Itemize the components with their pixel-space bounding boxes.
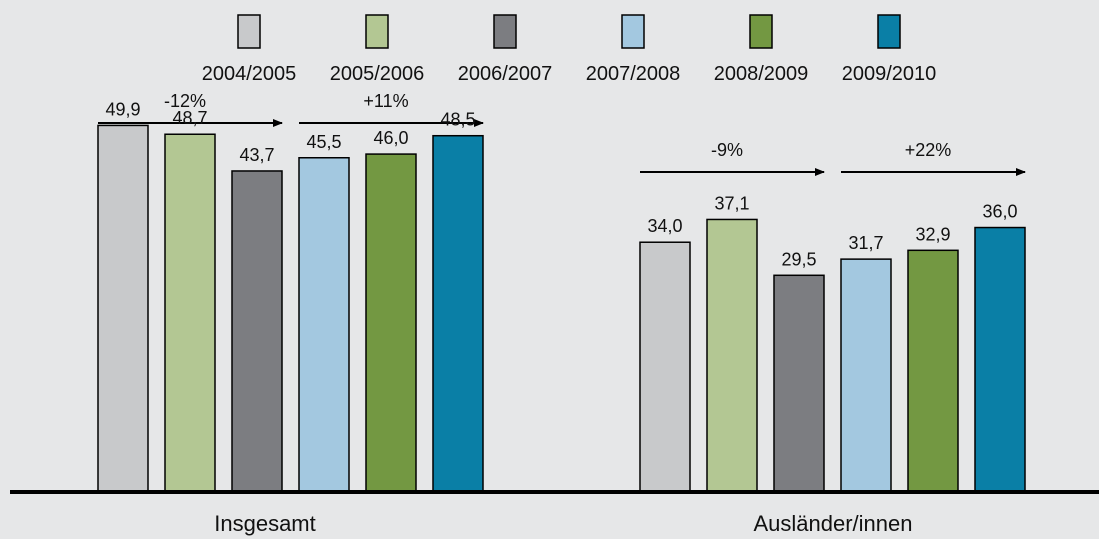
legend-swatch-2006/2007 xyxy=(493,14,517,49)
legend: 2004/2005 2005/2006 2006/2007 2007/2008 2008… xyxy=(202,14,937,85)
category-label-Ausländer/innen: Ausländer/innen xyxy=(753,511,912,536)
category-labels: Insgesamt Ausländer/innen xyxy=(214,511,912,536)
value-label-2006/2007-Insgesamt: 43,7 xyxy=(239,145,274,165)
bar-2005/2006-Ausländer/innen xyxy=(706,218,758,493)
legend-label-2004/2005: 2004/2005 xyxy=(202,63,297,85)
legend-swatch-2004/2005 xyxy=(237,14,261,49)
legend-label-2007/2008: 2007/2008 xyxy=(586,63,681,85)
value-label-2005/2006-Ausländer/innen: 37,1 xyxy=(714,193,749,213)
category-label-Insgesamt: Insgesamt xyxy=(214,511,316,536)
bar-2005/2006-Insgesamt xyxy=(164,133,216,493)
bar-2008/2009-Insgesamt xyxy=(365,153,417,493)
change-label-2: -9% xyxy=(711,140,743,160)
value-label-2005/2006-Insgesamt: 48,7 xyxy=(172,108,207,128)
legend-swatch-2005/2006 xyxy=(365,14,389,49)
bar-2004/2005-Ausländer/innen xyxy=(639,241,691,493)
legend-swatch-2008/2009 xyxy=(749,14,773,49)
change-annotations: -12% +11% -9% +22% xyxy=(98,91,1026,176)
legend-label-2008/2009: 2008/2009 xyxy=(714,63,809,85)
legend-swatch-2009/2010 xyxy=(877,14,901,49)
change-label-0: -12% xyxy=(164,91,206,111)
value-label-2004/2005-Ausländer/innen: 34,0 xyxy=(647,216,682,236)
legend-label-2005/2006: 2005/2006 xyxy=(330,63,425,85)
legend-swatch-2007/2008 xyxy=(621,14,645,49)
value-label-2008/2009-Insgesamt: 46,0 xyxy=(373,128,408,148)
value-label-2007/2008-Insgesamt: 45,5 xyxy=(306,132,341,152)
bar-2007/2008-Ausländer/innen xyxy=(840,258,892,493)
bar-2004/2005-Insgesamt xyxy=(97,124,149,493)
change-label-3: +22% xyxy=(905,140,952,160)
change-label-1: +11% xyxy=(363,91,408,111)
bar-2009/2010-Insgesamt xyxy=(432,134,484,493)
value-label-2009/2010-Insgesamt: 48,5 xyxy=(440,110,475,130)
value-label-2004/2005-Insgesamt: 49,9 xyxy=(105,99,140,119)
bar-2008/2009-Ausländer/innen xyxy=(907,249,959,493)
bars: 49,9 48,7 43,7 45,5 46,0 48,5 34,0 37,1 29,5 31,7… xyxy=(97,99,1026,493)
bar-2006/2007-Insgesamt xyxy=(231,170,283,493)
legend-label-2009/2010: 2009/2010 xyxy=(842,63,937,85)
bar-2006/2007-Ausländer/innen xyxy=(773,274,825,493)
value-label-2007/2008-Ausländer/innen: 31,7 xyxy=(848,233,883,253)
bar-2009/2010-Ausländer/innen xyxy=(974,226,1026,493)
value-label-2008/2009-Ausländer/innen: 32,9 xyxy=(915,224,950,244)
legend-label-2006/2007: 2006/2007 xyxy=(458,63,553,85)
value-label-2006/2007-Ausländer/innen: 29,5 xyxy=(781,249,816,269)
bar-2007/2008-Insgesamt xyxy=(298,157,350,493)
value-label-2009/2010-Ausländer/innen: 36,0 xyxy=(982,202,1017,222)
